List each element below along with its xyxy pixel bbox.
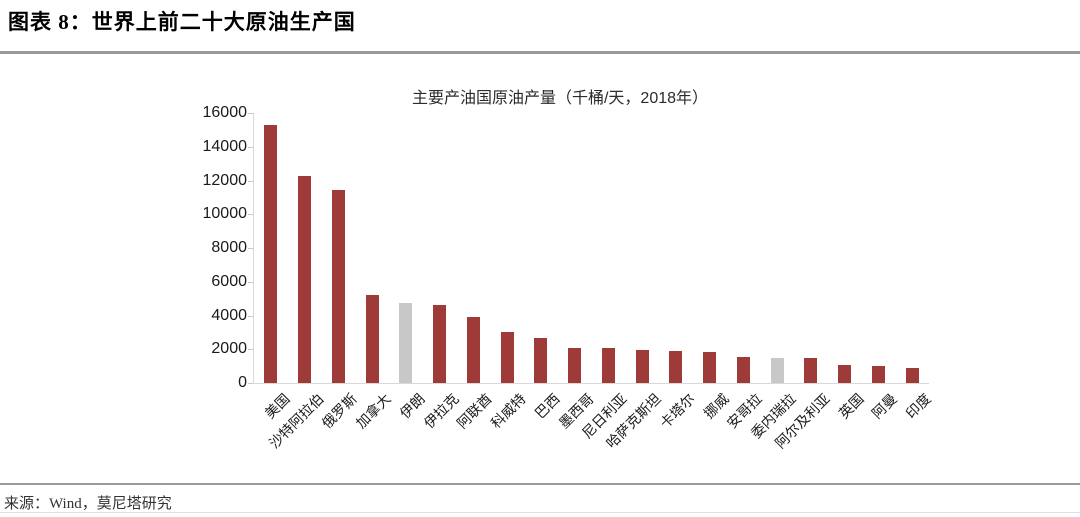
bar-slot <box>760 113 794 383</box>
bar-阿尔及利亚 <box>804 357 818 383</box>
bar-美国 <box>264 124 278 383</box>
bar-slot <box>592 113 626 383</box>
x-axis-label: 卡塔尔 <box>656 390 698 432</box>
bar-印度 <box>905 368 919 383</box>
y-axis-label: 0 <box>238 374 247 391</box>
bar-slot <box>794 113 828 383</box>
bar-阿联酋 <box>466 316 480 383</box>
bar-slot <box>727 113 761 383</box>
plot-area <box>253 113 929 384</box>
x-axis-label: 阿联酋 <box>454 390 496 432</box>
y-axis-label: 10000 <box>202 205 248 223</box>
y-axis-label: 14000 <box>202 137 248 155</box>
bar-阿曼 <box>871 366 885 383</box>
bar-挪威 <box>703 351 717 383</box>
figure-title: 图表 8：世界上前二十大原油生产国 <box>8 10 356 34</box>
bar-slot <box>828 113 862 383</box>
bar-slot <box>625 113 659 383</box>
x-axis-label: 阿曼 <box>868 390 901 422</box>
bar-slot <box>558 113 592 383</box>
y-axis-label: 16000 <box>202 104 248 121</box>
bar-巴西 <box>534 337 548 383</box>
y-axis-tick <box>248 349 253 351</box>
bar-slot <box>490 113 524 383</box>
bar-slot <box>288 113 322 383</box>
bar-slot <box>423 113 457 383</box>
bar-安哥拉 <box>736 357 750 383</box>
header-divider <box>0 51 1080 54</box>
chart-title: 主要产油国原油产量（千桶/天，2018年） <box>411 90 709 107</box>
y-axis-tick <box>248 214 253 216</box>
bar-科威特 <box>500 331 514 383</box>
x-axis-label: 伊拉克 <box>420 390 462 432</box>
y-axis-tick <box>248 383 253 384</box>
y-axis-label: 2000 <box>211 340 247 358</box>
x-axis-label: 加拿大 <box>352 390 394 432</box>
bar-slot <box>524 113 558 383</box>
bar-slot <box>895 113 929 383</box>
source-text: 来源：Wind，莫尼塔研究 <box>4 496 172 512</box>
y-axis-tick <box>248 281 253 283</box>
bar-slot <box>389 113 423 383</box>
bar-slot <box>862 113 896 383</box>
x-axis-label: 俄罗斯 <box>319 390 361 432</box>
x-axis-labels: 美国 沙特阿拉伯 俄罗斯 加拿大 伊朗 伊拉克 阿联酋 科威特 巴西 墨西哥 尼日利亚 哈萨克斯坦 卡塔… <box>253 389 933 484</box>
y-axis-tick <box>248 146 253 148</box>
bar-沙特阿拉伯 <box>298 175 312 383</box>
bar-slot <box>355 113 389 383</box>
y-axis-tick <box>248 113 253 114</box>
bar-委内瑞拉 <box>770 357 784 383</box>
y-axis-label: 6000 <box>211 272 247 290</box>
y-axis-label: 8000 <box>211 239 247 256</box>
y-axis-tick <box>248 180 253 182</box>
bar-slot <box>693 113 727 383</box>
bar-伊拉克 <box>433 305 447 383</box>
bar-slot <box>659 113 693 383</box>
bar-slot <box>322 113 356 383</box>
x-axis-label: 科威特 <box>487 390 529 432</box>
bar-哈萨克斯坦 <box>635 350 649 383</box>
y-axis-label: 4000 <box>211 306 247 324</box>
bar-俄罗斯 <box>331 189 345 383</box>
bar-卡塔尔 <box>669 351 683 383</box>
bar-加拿大 <box>365 295 379 383</box>
y-axis-tick <box>248 315 253 317</box>
y-axis-tick <box>248 248 253 249</box>
footer-divider <box>0 483 1080 485</box>
figure-header: 图表 8：世界上前二十大原油生产国 <box>8 6 356 36</box>
bar-英国 <box>838 364 852 383</box>
bar-slot <box>457 113 491 383</box>
y-axis-label: 12000 <box>202 171 248 189</box>
bar-伊朗 <box>399 303 413 383</box>
bar-尼日利亚 <box>601 348 615 383</box>
x-axis-label: 印度 <box>902 390 934 422</box>
bottom-border <box>0 512 1080 513</box>
bar-slot <box>254 113 288 383</box>
x-axis-label: 英国 <box>835 390 867 422</box>
bar-墨西哥 <box>568 348 582 383</box>
